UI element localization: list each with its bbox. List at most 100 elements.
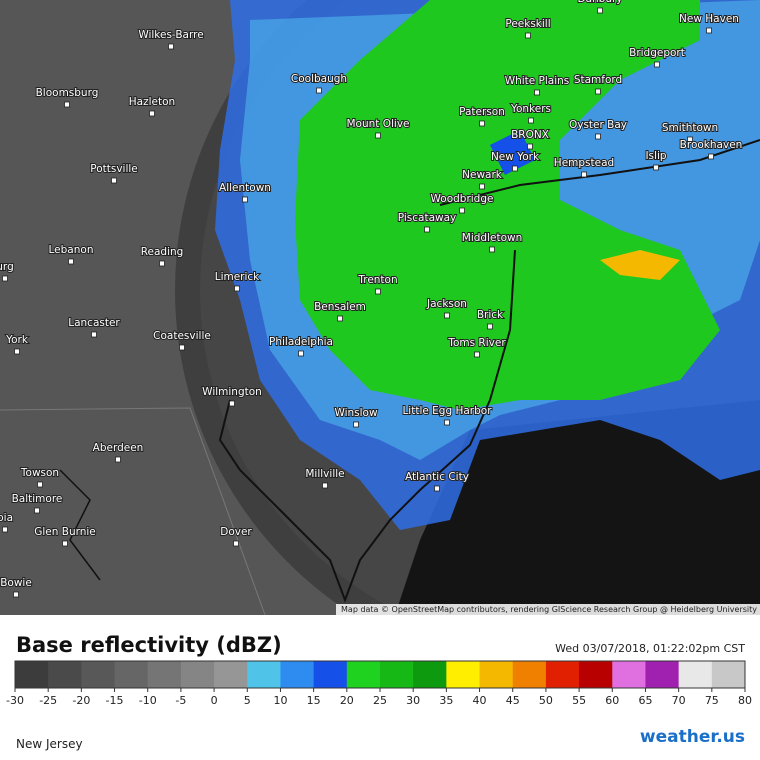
city-labels: Danbury New Haven Peekskill Bridgeport Wilke… bbox=[0, 0, 743, 598]
color-swatch bbox=[346, 661, 381, 688]
tick-label: -20 bbox=[72, 694, 90, 707]
tick-label: 5 bbox=[244, 694, 251, 707]
color-swatch bbox=[545, 661, 580, 688]
region: New Jersey bbox=[16, 737, 83, 751]
tick-label: 70 bbox=[672, 694, 686, 707]
city-label: Toms River bbox=[447, 337, 506, 349]
city-label: Baltimore bbox=[12, 493, 63, 505]
city-dot bbox=[14, 348, 20, 355]
color-swatch bbox=[180, 661, 215, 688]
city-label: Aberdeen bbox=[93, 442, 144, 454]
tick-label: 60 bbox=[605, 694, 619, 707]
city-dot bbox=[149, 110, 155, 117]
city-dot bbox=[375, 288, 381, 295]
tick-label: -15 bbox=[106, 694, 124, 707]
color-swatch bbox=[512, 661, 547, 688]
city-label: Limerick bbox=[215, 271, 260, 283]
city-dot bbox=[62, 540, 68, 547]
city-label: Glen Burnie bbox=[34, 526, 96, 538]
city-dot bbox=[229, 400, 235, 407]
city-label: Wilmington bbox=[202, 386, 262, 398]
city-label: Brookhaven bbox=[680, 139, 743, 151]
city-label: Atlantic City bbox=[405, 471, 469, 483]
city-label: Piscataway bbox=[398, 212, 456, 224]
city-dot bbox=[115, 456, 121, 463]
city-label: Newark bbox=[462, 169, 503, 181]
tick-label: 80 bbox=[738, 694, 752, 707]
tick-label: 55 bbox=[572, 694, 586, 707]
city-label: Dover bbox=[220, 526, 252, 538]
city-dot bbox=[68, 258, 74, 265]
tick-label: 25 bbox=[373, 694, 387, 707]
color-swatch bbox=[81, 661, 116, 688]
city-dot bbox=[159, 260, 165, 267]
legend-title: Base reflectivity (dBZ) bbox=[16, 633, 282, 657]
city-dot bbox=[2, 275, 8, 282]
city-dot bbox=[111, 177, 117, 184]
color-swatch bbox=[114, 661, 149, 688]
city-dot bbox=[424, 226, 430, 233]
city-label: Mount Olive bbox=[346, 118, 409, 130]
city-label: urg bbox=[0, 261, 14, 273]
city-dot bbox=[581, 171, 587, 178]
city-dot bbox=[459, 207, 465, 214]
city-dot bbox=[706, 27, 712, 34]
city-label: Coolbaugh bbox=[291, 73, 347, 85]
city-dot bbox=[487, 323, 493, 330]
city-dot bbox=[595, 88, 601, 95]
city-dot bbox=[597, 7, 603, 14]
city-label: Oyster Bay bbox=[569, 119, 627, 131]
city-dot bbox=[64, 101, 70, 108]
city-label: Hazleton bbox=[129, 96, 175, 108]
city-dot bbox=[534, 89, 540, 96]
city-label: Smithtown bbox=[662, 122, 718, 134]
city-label: Paterson bbox=[459, 106, 505, 118]
city-dot bbox=[595, 133, 601, 140]
city-label: Pottsville bbox=[90, 163, 138, 175]
city-dot bbox=[13, 591, 19, 598]
city-dot bbox=[444, 312, 450, 319]
city-label: Middletown bbox=[462, 232, 522, 244]
city-label: Little Egg Harbor bbox=[402, 405, 492, 417]
city-dot bbox=[479, 183, 485, 190]
tick-label: 15 bbox=[307, 694, 321, 707]
city-label: New Haven bbox=[679, 13, 739, 25]
logo[interactable]: weather.us bbox=[640, 727, 745, 747]
color-swatch bbox=[612, 661, 646, 688]
city-dot bbox=[375, 132, 381, 139]
color-swatch bbox=[147, 661, 182, 688]
city-dot bbox=[316, 87, 322, 94]
city-dot bbox=[489, 246, 495, 253]
city-dot bbox=[353, 421, 359, 428]
city-dot bbox=[687, 136, 693, 143]
city-label: Millville bbox=[305, 468, 344, 480]
city-label: Wilkes-Barre bbox=[138, 29, 203, 41]
city-label: New York bbox=[491, 151, 540, 163]
color-swatch bbox=[247, 661, 281, 688]
city-dot bbox=[527, 143, 533, 150]
attribution: Map data © OpenStreetMap contributors, r… bbox=[341, 605, 757, 614]
tick-label: 20 bbox=[340, 694, 354, 707]
city-label: White Plains bbox=[505, 75, 570, 87]
city-dot bbox=[37, 481, 43, 488]
city-label: Islip bbox=[645, 150, 666, 162]
colorbar: -30 -25 -20 -15 -10 -5 0 5 10 15 20 25 30 35 40 45 50 55 6… bbox=[6, 660, 752, 707]
tick-label: 50 bbox=[539, 694, 553, 707]
city-dot bbox=[234, 285, 240, 292]
city-label: Lebanon bbox=[49, 244, 94, 256]
tick-label: -10 bbox=[139, 694, 157, 707]
city-label: bia bbox=[0, 512, 13, 524]
tick-label: 40 bbox=[473, 694, 487, 707]
tick-label: 45 bbox=[506, 694, 520, 707]
color-swatch bbox=[413, 661, 447, 688]
city-dot bbox=[34, 507, 40, 514]
city-dot bbox=[322, 482, 328, 489]
city-label: Peekskill bbox=[505, 18, 550, 30]
city-dot bbox=[242, 196, 248, 203]
city-label: Brick bbox=[477, 309, 504, 321]
city-label: Winslow bbox=[334, 407, 378, 419]
city-label: Bridgeport bbox=[629, 47, 685, 59]
city-label: Philadelphia bbox=[269, 336, 333, 348]
city-dot bbox=[298, 350, 304, 357]
